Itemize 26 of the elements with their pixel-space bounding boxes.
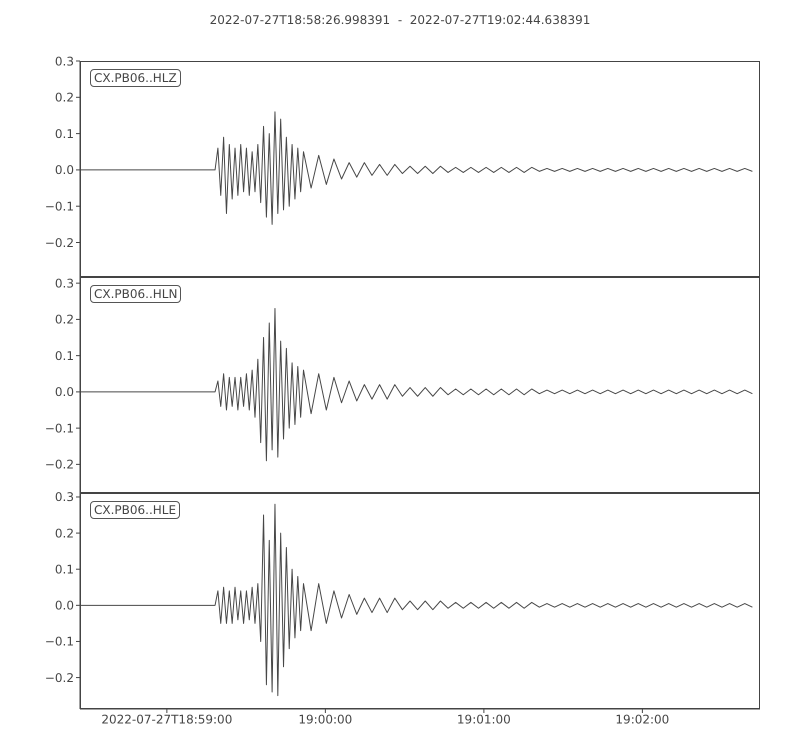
y-tick-label: −0.1: [44, 199, 74, 214]
y-tick-label: −0.2: [44, 670, 74, 685]
y-tick-label: −0.2: [44, 458, 74, 472]
y-tick-label: 0.2: [54, 312, 74, 327]
y-tick-label: 0.2: [54, 526, 74, 540]
y-tick-label: 0.3: [54, 276, 74, 290]
y-tick-label: 0.1: [54, 562, 74, 576]
y-tick-label: 0.0: [54, 385, 74, 400]
x-tick-label: 19:02:00: [615, 712, 670, 727]
annotation: CX.PB06..HLE: [90, 501, 180, 519]
annotation: CX.PB06..HLN: [90, 285, 182, 303]
y-tick-label: 0.0: [54, 163, 74, 178]
y-tick-label: −0.1: [44, 634, 74, 649]
chart-title: 2022-07-27T18:58:26.998391 - 2022-07-27T19:02:44.638391: [208, 13, 592, 27]
y-tick-label: 0.1: [54, 348, 74, 363]
x-tick-label: 19:01:00: [456, 712, 511, 727]
y-tick-label: −0.1: [44, 421, 74, 436]
y-tick-label: 0.1: [54, 126, 74, 141]
y-tick-label: 0.0: [54, 598, 74, 613]
y-tick-label: 0.2: [54, 90, 74, 105]
y-tick-label: 0.3: [54, 54, 74, 68]
y-tick-label: −0.2: [44, 236, 74, 250]
x-tick-label: 2022-07-27T18:59:00: [101, 712, 232, 727]
x-tick-label: 19:00:00: [298, 712, 352, 727]
y-tick-label: 0.3: [54, 490, 74, 504]
annotation: CX.PB06..HLZ: [90, 69, 181, 87]
